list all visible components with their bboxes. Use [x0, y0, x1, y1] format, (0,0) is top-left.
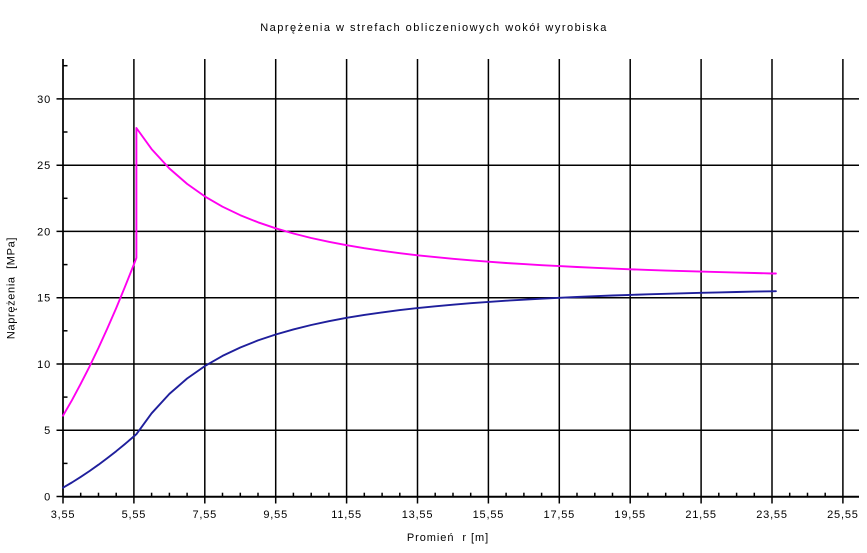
svg-text:23,55: 23,55	[756, 509, 788, 521]
svg-text:0: 0	[44, 492, 51, 504]
svg-text:7,55: 7,55	[192, 509, 217, 521]
svg-text:Naprężenia [MPa]: Naprężenia [MPa]	[6, 237, 18, 339]
svg-text:10: 10	[37, 359, 51, 371]
svg-text:20: 20	[37, 226, 51, 238]
svg-text:19,55: 19,55	[614, 509, 646, 521]
svg-text:25,55: 25,55	[827, 509, 859, 521]
svg-text:5,55: 5,55	[122, 509, 147, 521]
svg-text:25: 25	[37, 160, 51, 172]
svg-text:3,55: 3,55	[51, 509, 76, 521]
svg-text:30: 30	[37, 94, 51, 106]
svg-text:Promień r [m]: Promień r [m]	[407, 532, 489, 544]
svg-text:17,55: 17,55	[544, 509, 576, 521]
svg-text:5: 5	[44, 425, 51, 437]
svg-text:21,55: 21,55	[685, 509, 717, 521]
svg-text:15,55: 15,55	[473, 509, 505, 521]
svg-text:15: 15	[37, 293, 51, 305]
svg-text:Naprężenia w strefach obliczen: Naprężenia w strefach obliczeniowych wok…	[260, 22, 608, 34]
svg-text:11,55: 11,55	[331, 509, 362, 521]
svg-text:9,55: 9,55	[263, 509, 288, 521]
svg-text:13,55: 13,55	[402, 509, 434, 521]
